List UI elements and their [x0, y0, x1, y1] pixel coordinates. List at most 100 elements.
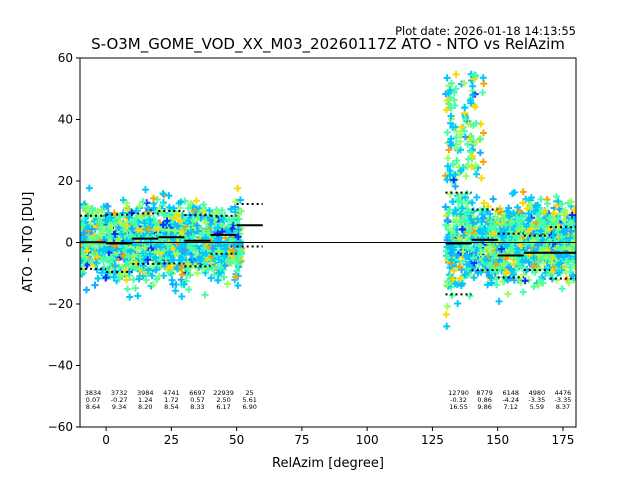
scatter-point	[477, 249, 485, 257]
scatter-point	[207, 274, 215, 282]
scatter-point	[553, 202, 561, 210]
scatter-point	[469, 121, 477, 129]
scatter-point	[558, 285, 566, 293]
scatter-point	[515, 275, 523, 283]
scatter-point	[480, 129, 488, 137]
scatter-point	[202, 219, 210, 227]
y-tick-label: 20	[58, 174, 73, 188]
scatter-point	[223, 226, 231, 234]
scatter-point	[530, 254, 538, 262]
scatter-point	[224, 280, 232, 288]
scatter-point	[131, 263, 139, 271]
scatter-point	[87, 257, 95, 265]
scatter-point	[513, 217, 521, 225]
scatter-point	[460, 79, 468, 87]
scatter-point	[442, 247, 450, 255]
scatter-point	[464, 197, 472, 205]
scatter-point	[519, 188, 527, 196]
scatter-point	[104, 227, 112, 235]
chart-title: S-O3M_GOME_VOD_XX_M03_20260117Z ATO - NT…	[91, 35, 565, 54]
scatter-point	[80, 256, 86, 264]
scatter-point	[89, 237, 97, 245]
scatter-point	[126, 248, 134, 256]
scatter-point	[452, 133, 460, 141]
scatter-point	[530, 262, 538, 270]
scatter-point	[474, 215, 482, 223]
scatter-point	[554, 215, 562, 223]
scatter-point	[512, 233, 520, 241]
scatter-point	[443, 281, 451, 289]
x-axis-ticks: 0 25 50 75 100 125 150 175	[102, 427, 574, 447]
scatter-point	[443, 106, 451, 114]
scatter-point	[570, 206, 576, 214]
bin-count-label: 4741	[163, 389, 180, 397]
bin-count-label: 3984	[137, 389, 154, 397]
scatter-point	[515, 260, 523, 268]
scatter-point	[123, 199, 131, 207]
bin-count-label: 6148	[502, 389, 519, 397]
bin-count-label: 12790	[448, 389, 469, 397]
scatter-point	[476, 227, 484, 235]
scatter-point	[566, 234, 574, 242]
scatter-point	[234, 261, 242, 269]
scatter-point	[150, 194, 158, 202]
scatter-points	[80, 70, 576, 330]
scatter-point	[462, 172, 470, 180]
scatter-point	[555, 269, 563, 277]
scatter-point	[220, 273, 228, 281]
scatter-point	[457, 123, 465, 131]
x-axis-label: RelAzim [degree]	[272, 456, 384, 471]
scatter-point	[228, 225, 236, 233]
scatter-point	[85, 184, 93, 192]
scatter-point	[171, 287, 179, 295]
scatter-point	[450, 267, 458, 275]
bin-mean-label: 1.72	[164, 396, 178, 404]
scatter-point	[187, 251, 195, 259]
scatter-point	[201, 291, 209, 299]
scatter-point	[571, 215, 576, 223]
scatter-point	[141, 219, 149, 227]
scatter-point	[557, 233, 565, 241]
scatter-point	[221, 262, 229, 270]
scatter-point	[103, 256, 111, 264]
scatter-point	[524, 216, 532, 224]
scatter-point	[111, 230, 119, 238]
bin-mean-label: -3.35	[555, 396, 572, 404]
scatter-point	[180, 280, 188, 288]
scatter-point	[102, 273, 110, 281]
scatter-point	[477, 218, 485, 226]
scatter-point	[446, 206, 454, 214]
scatter-point	[516, 208, 523, 216]
scatter-point	[124, 285, 132, 293]
scatter-point	[549, 232, 557, 240]
scatter-point	[466, 97, 474, 105]
scatter-point	[557, 259, 565, 267]
scatter-point	[134, 292, 142, 300]
scatter-point	[91, 281, 99, 289]
scatter-point	[568, 220, 576, 228]
scatter-point	[558, 200, 566, 208]
scatter-point	[518, 216, 526, 224]
scatter-point	[169, 280, 177, 288]
scatter-point	[185, 286, 193, 293]
scatter-point	[457, 282, 465, 290]
scatter-point	[102, 216, 110, 224]
bin-count-label: 25	[246, 389, 254, 397]
y-tick-label: 0	[65, 236, 73, 250]
scatter-point	[542, 254, 550, 262]
scatter-point	[458, 225, 466, 233]
scatter-point	[447, 104, 455, 112]
bin-count-label: 6697	[189, 389, 206, 397]
scatter-point	[154, 226, 162, 234]
scatter-point	[110, 209, 118, 217]
x-tick-label: 75	[294, 433, 309, 447]
scatter-point	[522, 222, 530, 230]
scatter-point	[133, 245, 141, 253]
scatter-point	[135, 275, 143, 283]
scatter-point	[96, 225, 104, 233]
scatter-point	[479, 158, 487, 166]
x-tick-label: 0	[102, 433, 110, 447]
scatter-point	[465, 221, 473, 229]
scatter-point	[567, 198, 575, 206]
scatter-point	[204, 243, 212, 251]
